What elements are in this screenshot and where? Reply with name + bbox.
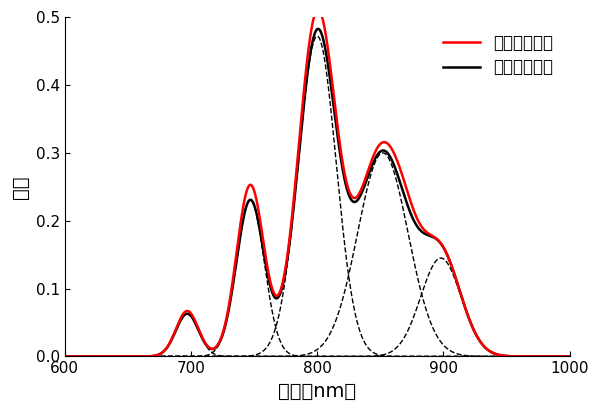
再現した波形 xyxy=(562,354,569,359)
再現した波形 xyxy=(578,354,586,359)
再現した波形 xyxy=(314,26,322,31)
再現した波形 xyxy=(536,354,544,359)
再現した波形 xyxy=(271,295,278,300)
再現した波形 xyxy=(434,237,441,242)
再現した波形 xyxy=(301,101,308,106)
計測した波形 xyxy=(314,7,322,12)
計測した波形 xyxy=(301,87,308,92)
再現した波形 xyxy=(49,354,56,359)
計測した波形 xyxy=(271,292,278,297)
Y-axis label: 強度: 強度 xyxy=(11,175,30,199)
X-axis label: 波長（nm）: 波長（nm） xyxy=(278,382,356,401)
Legend: 計測した波形, 再現した波形: 計測した波形, 再現した波形 xyxy=(434,26,562,85)
計測した波形 xyxy=(536,354,544,359)
計測した波形 xyxy=(562,354,569,359)
計測した波形 xyxy=(434,237,441,242)
Line: 計測した波形: 計測した波形 xyxy=(52,10,582,356)
計測した波形 xyxy=(275,291,283,296)
計測した波形 xyxy=(578,354,586,359)
Line: 再現した波形: 再現した波形 xyxy=(52,29,582,356)
計測した波形 xyxy=(49,354,56,359)
再現した波形 xyxy=(275,293,283,298)
